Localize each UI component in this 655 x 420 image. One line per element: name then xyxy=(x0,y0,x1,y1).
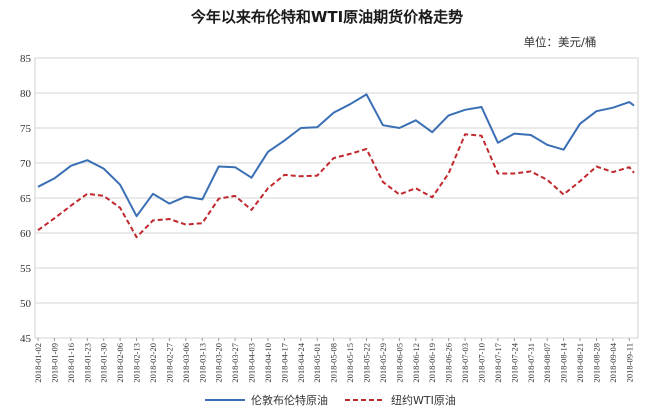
x-tick-label: 2018-06-12 xyxy=(411,343,421,383)
x-tick-label: 2018-07-10 xyxy=(476,343,486,383)
x-tick-label: 2018-04-24 xyxy=(296,342,306,382)
x-tick-label: 2018-09-04 xyxy=(608,342,618,382)
x-tick-label: 2018-08-21 xyxy=(575,343,585,383)
x-axis: 2018-01-02 2018-01-09 2018-01-16 2018-01-23… xyxy=(33,338,634,383)
x-tick-label: 2018-02-27 xyxy=(164,343,174,383)
x-tick-label: 2018-01-30 xyxy=(99,343,109,383)
x-tick-label: 2018-06-19 xyxy=(427,343,437,383)
legend-label: 伦敦布伦特原油 xyxy=(251,393,328,407)
x-tick-label: 2018-09-11 xyxy=(624,343,634,382)
x-tick-label: 2018-08-28 xyxy=(591,343,601,383)
series-line-brent xyxy=(37,93,635,218)
x-tick-label: 2018-06-05 xyxy=(394,343,404,383)
x-tick-label: 2018-01-02 xyxy=(33,343,43,383)
y-tick-label: 75 xyxy=(20,123,32,135)
x-tick-label: 2018-07-03 xyxy=(460,343,470,383)
x-tick-label: 2018-02-06 xyxy=(115,343,125,383)
legend: 伦敦布伦特原油 纽约WTI原油 xyxy=(205,393,456,407)
series-layer xyxy=(37,93,635,239)
chart-title: 今年以来布伦特和WTI原油期货价格走势 xyxy=(190,8,463,26)
y-tick-label: 65 xyxy=(20,193,32,205)
x-tick-label: 2018-05-08 xyxy=(329,343,339,383)
y-tick-label: 70 xyxy=(20,158,32,170)
y-tick-label: 60 xyxy=(20,228,32,240)
x-tick-label: 2018-05-01 xyxy=(312,343,322,383)
x-tick-label: 2018-07-31 xyxy=(526,343,536,383)
x-tick-label: 2018-07-17 xyxy=(493,343,503,383)
y-axis: 45 50 55 60 65 70 75 80 85 xyxy=(20,53,32,345)
x-tick-label: 2018-07-24 xyxy=(509,342,519,382)
x-tick-label: 2018-03-27 xyxy=(230,343,240,383)
y-tick-label: 50 xyxy=(20,298,32,310)
x-tick-label: 2018-04-03 xyxy=(247,343,257,383)
x-tick-label: 2018-01-23 xyxy=(82,343,92,383)
y-tick-label: 55 xyxy=(20,263,32,275)
x-tick-label: 2018-06-26 xyxy=(444,343,454,383)
x-tick-label: 2018-03-13 xyxy=(197,343,207,383)
grid xyxy=(35,57,638,339)
x-tick-label: 2018-08-07 xyxy=(542,343,552,383)
y-tick-label: 80 xyxy=(20,88,32,100)
x-tick-label: 2018-05-29 xyxy=(378,343,388,383)
series-line-wti xyxy=(37,133,635,239)
x-tick-label: 2018-01-09 xyxy=(49,343,59,383)
unit-label: 单位：美元/桶 xyxy=(524,35,597,49)
x-tick-label: 2018-04-10 xyxy=(263,343,273,383)
x-tick-label: 2018-02-20 xyxy=(148,343,158,383)
x-tick-label: 2018-08-14 xyxy=(559,342,569,382)
legend-label: 纽约WTI原油 xyxy=(391,393,456,407)
x-tick-label: 2018-05-15 xyxy=(345,343,355,383)
y-tick-label: 45 xyxy=(20,333,32,345)
x-tick-label: 2018-05-22 xyxy=(362,343,372,383)
x-tick-label: 2018-03-20 xyxy=(214,343,224,383)
x-tick-label: 2018-01-16 xyxy=(66,343,76,383)
y-tick-label: 85 xyxy=(20,53,32,65)
x-tick-label: 2018-03-06 xyxy=(181,343,191,383)
x-tick-label: 2018-04-17 xyxy=(279,343,289,383)
x-tick-label: 2018-02-13 xyxy=(132,343,142,383)
